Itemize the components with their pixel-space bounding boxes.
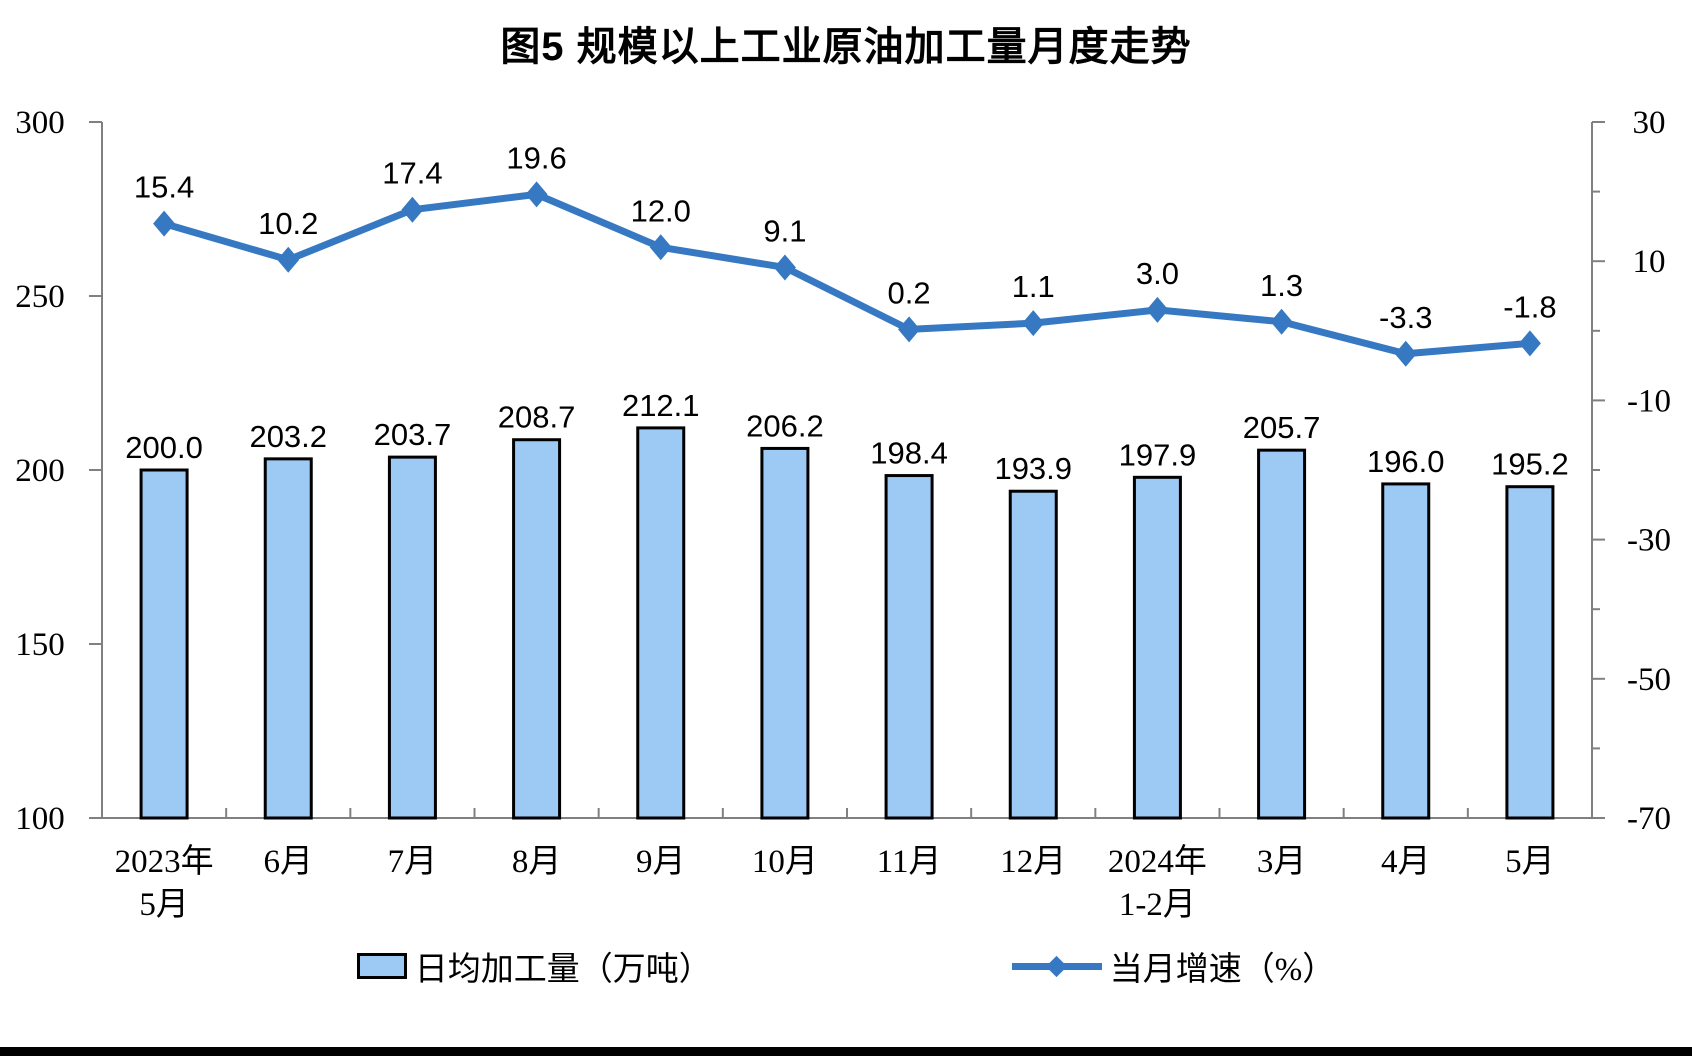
legend-item-line-series: 当月增速（%） [1011, 942, 1336, 990]
bar-value-label: 212.1 [622, 388, 700, 423]
left-axis-tick-label: 200 [15, 453, 65, 489]
bar-value-label: 205.7 [1243, 410, 1321, 445]
legend-item-bar-series: 日均加工量（万吨） [356, 942, 712, 990]
x-category-label: 4月 [1381, 844, 1431, 880]
bar [1381, 482, 1431, 820]
x-category-label: 2023年 5月 [115, 843, 214, 923]
bar-value-label: 200.0 [125, 430, 203, 465]
bar-value-label: 193.9 [994, 451, 1072, 486]
line-marker [1270, 308, 1293, 335]
line-value-label: 9.1 [763, 213, 806, 248]
line-value-label: -3.3 [1379, 300, 1432, 335]
bar-value-label: 195.2 [1491, 447, 1569, 482]
line-value-label: 0.2 [888, 275, 931, 310]
x-category-label: 6月 [264, 844, 314, 880]
right-axis-tick-label: 10 [1633, 244, 1666, 280]
x-category-label: 5月 [1505, 844, 1555, 880]
x-category-label: 10月 [752, 844, 818, 880]
legend-line-series-label: 当月增速（%） [1109, 952, 1336, 988]
bar [139, 468, 189, 820]
bar [1008, 489, 1058, 820]
left-axis-tick-label: 250 [15, 279, 65, 315]
trend-line [160, 190, 1534, 358]
bar-value-label: 198.4 [870, 436, 948, 471]
line-marker [277, 246, 300, 273]
line-marker [773, 254, 796, 281]
bottom-border-line [0, 1047, 1692, 1056]
bar-value-label: 206.2 [746, 408, 824, 443]
line-marker [1518, 330, 1541, 357]
line-value-label: 19.6 [506, 140, 566, 175]
right-axis-tick-label: -10 [1627, 383, 1671, 419]
bar [263, 457, 313, 820]
bar [1132, 475, 1182, 820]
line-value-label: -1.8 [1503, 289, 1556, 324]
right-axis-tick-label: -70 [1627, 801, 1671, 837]
legend-bar-series-label: 日均加工量（万吨） [414, 952, 712, 988]
left-axis-tick-label: 300 [15, 105, 65, 141]
line-marker [1394, 340, 1417, 367]
bar-value-label: 196.0 [1367, 444, 1445, 479]
bar [512, 438, 562, 820]
x-category-label: 3月 [1257, 844, 1307, 880]
line-marker [1022, 310, 1045, 337]
right-axis-tick-label: -50 [1627, 662, 1671, 698]
bar [636, 426, 686, 820]
bar-value-label: 197.9 [1119, 437, 1197, 472]
line-marker [1146, 296, 1169, 323]
bar [1257, 448, 1307, 820]
chart-title: 图5 规模以上工业原油加工量月度走势 [500, 25, 1192, 69]
line-marker [401, 196, 424, 223]
line-value-label: 17.4 [382, 156, 442, 191]
right-axis-tick-label: -30 [1627, 523, 1671, 559]
bar-value-label: 203.7 [374, 417, 452, 452]
bar-value-label: 208.7 [498, 400, 576, 435]
line-marker [525, 181, 548, 208]
x-category-label: 12月 [1000, 844, 1066, 880]
line-value-label: 15.4 [134, 170, 194, 205]
x-category-label: 7月 [388, 844, 438, 880]
right-axis-tick-label: 30 [1633, 105, 1666, 141]
line-value-label: 12.0 [631, 193, 691, 228]
line-value-label: 3.0 [1136, 256, 1179, 291]
x-category-label: 2024年 1-2月 [1108, 843, 1207, 923]
bar [387, 455, 437, 820]
x-category-label: 8月 [512, 844, 562, 880]
line-marker [898, 316, 921, 343]
x-category-label: 9月 [636, 844, 686, 880]
line-marker [649, 234, 672, 261]
x-category-label: 11月 [877, 844, 942, 880]
diamond-marker-icon [1045, 955, 1067, 977]
line-value-label: 1.1 [1012, 269, 1055, 304]
left-axis-tick-label: 100 [15, 801, 65, 837]
bar [1505, 485, 1555, 820]
line-value-label: 1.3 [1260, 268, 1303, 303]
bar-value-label: 203.2 [249, 419, 327, 454]
line-marker [153, 210, 176, 237]
line-value-label: 10.2 [258, 206, 318, 241]
bar [884, 474, 934, 820]
bar [760, 446, 810, 820]
line-series-swatch-icon [1011, 955, 1102, 977]
bar-series-swatch-icon [356, 953, 407, 979]
left-axis-tick-label: 150 [15, 627, 65, 663]
chart-legend: 日均加工量（万吨） 当月增速（%） [0, 944, 1692, 988]
